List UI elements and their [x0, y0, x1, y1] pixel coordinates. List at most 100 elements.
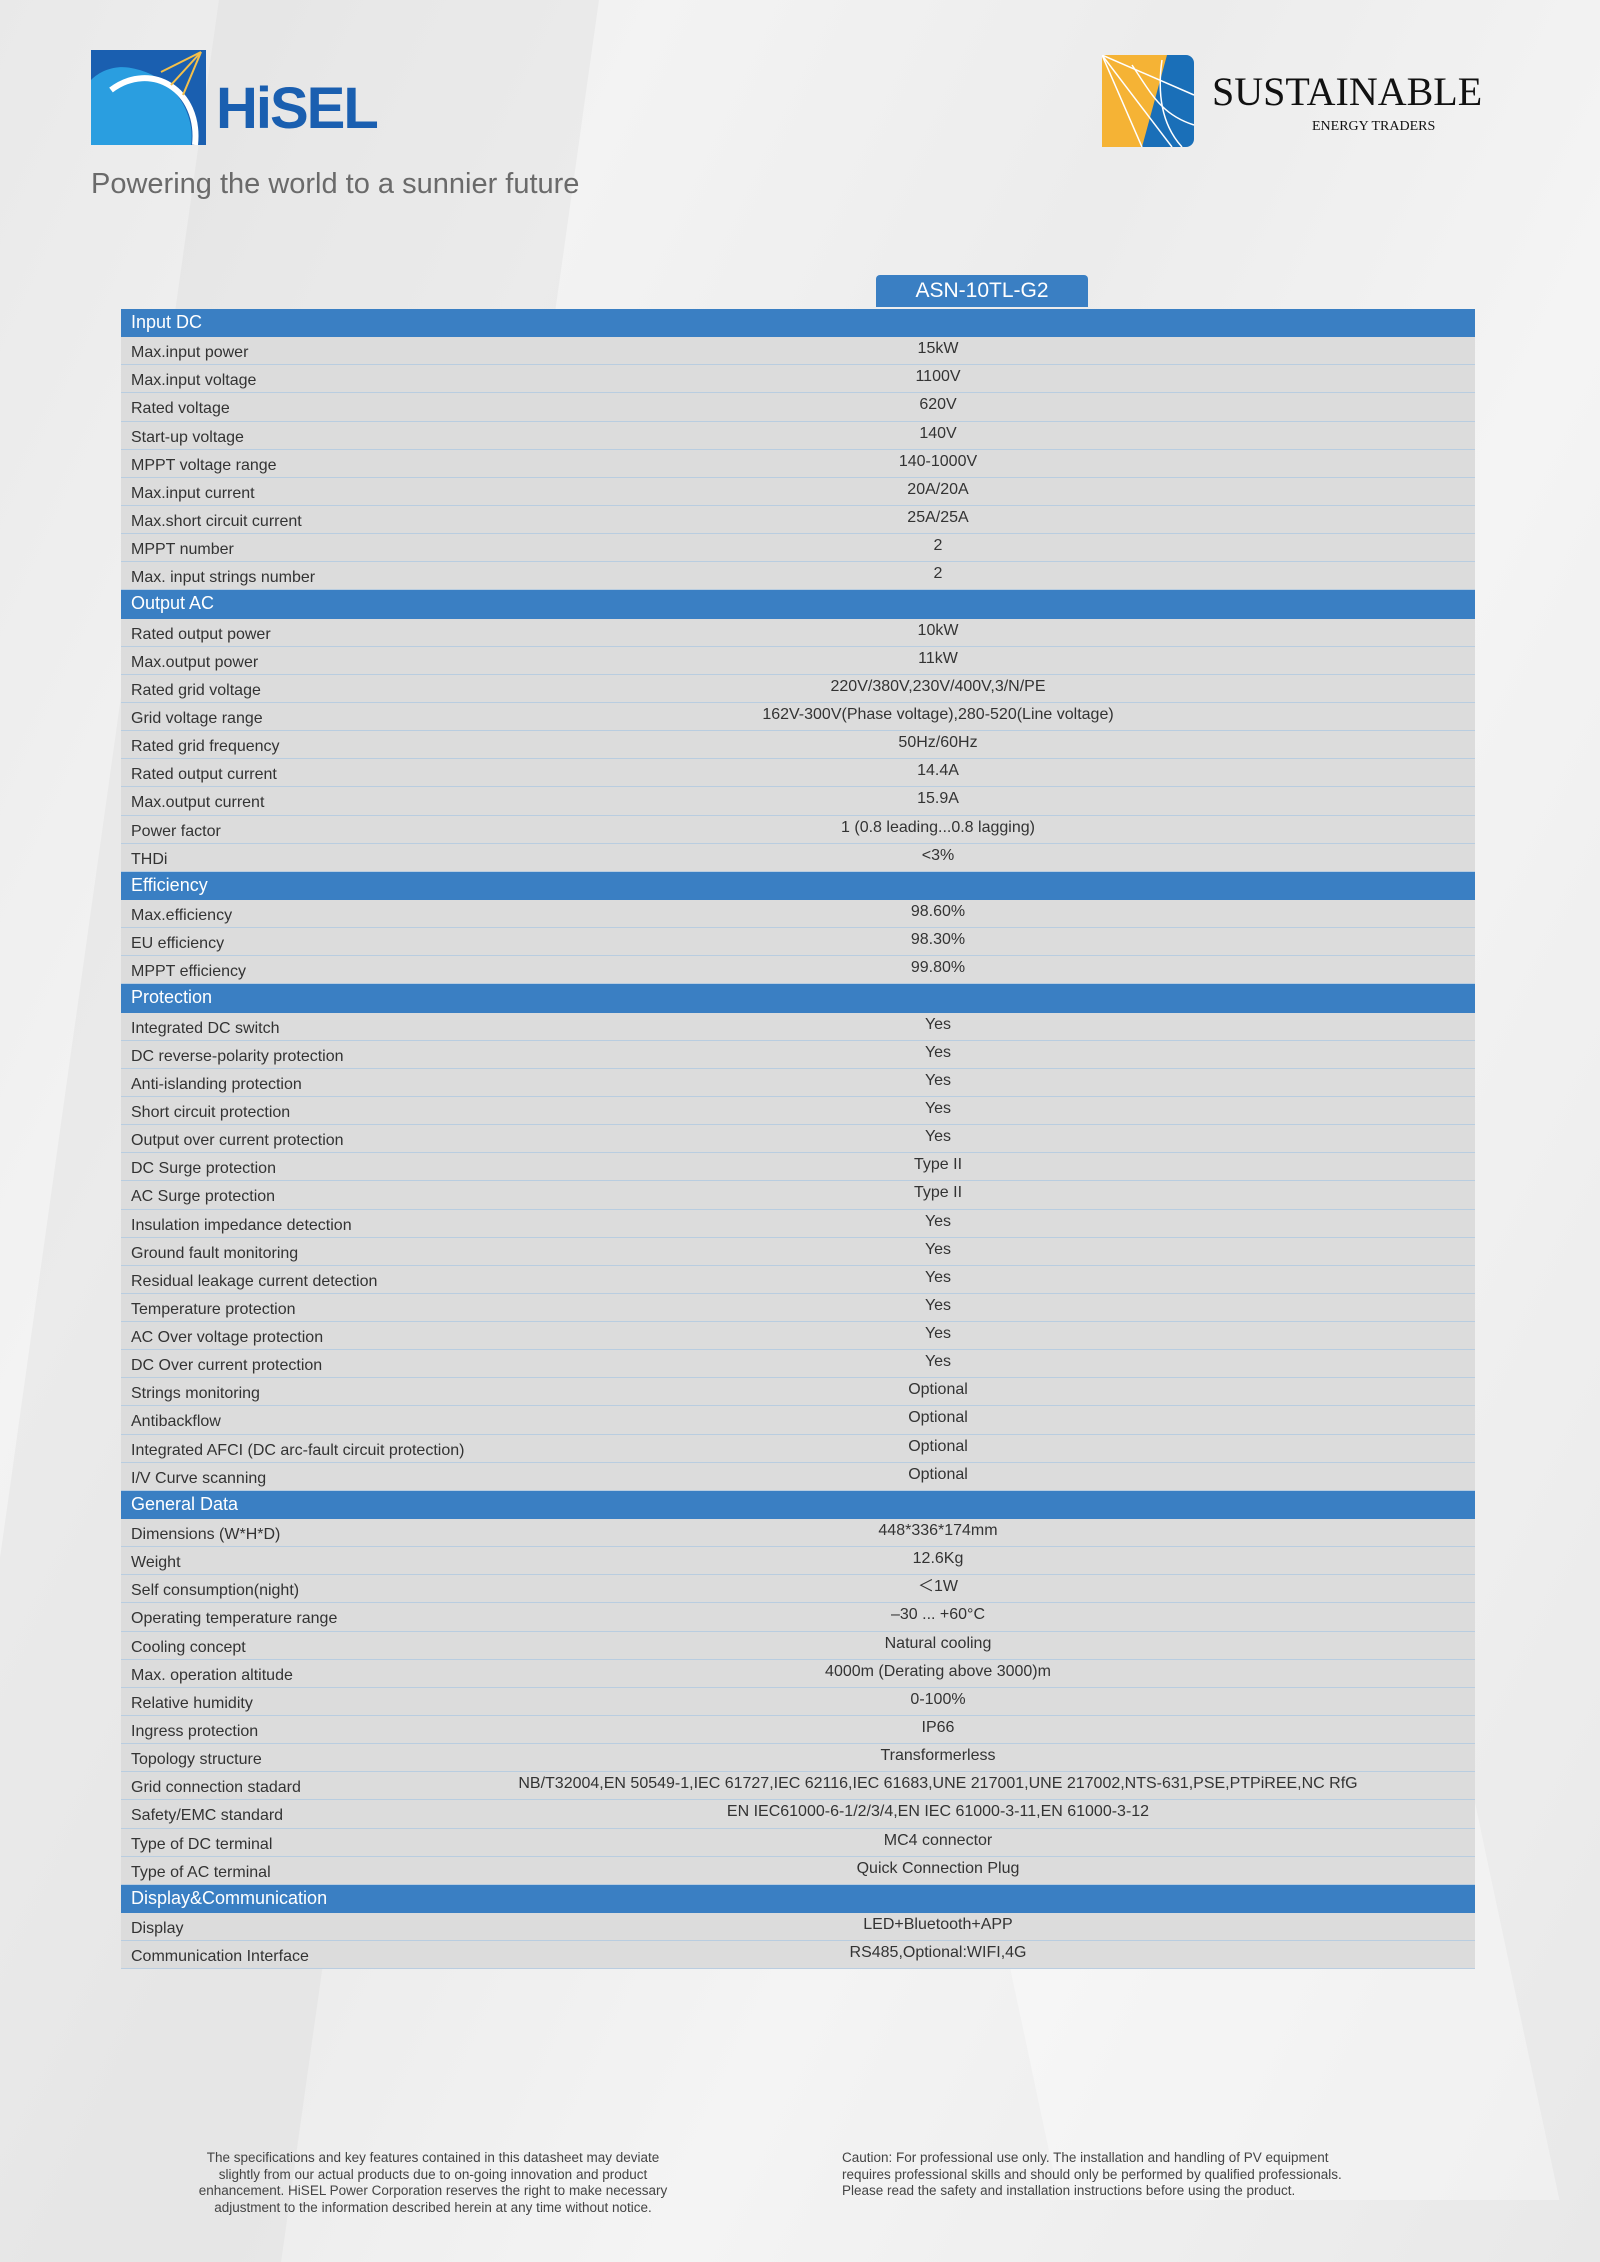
- caution-line: Caution: For professional use only. The …: [842, 2150, 1329, 2165]
- spec-label: Operating temperature range: [131, 1610, 338, 1628]
- spec-label: Integrated AFCI (DC arc-fault circuit pr…: [131, 1441, 465, 1459]
- disclaimer: The specifications and key features cont…: [163, 2150, 703, 2216]
- spec-label: Self consumption(night): [131, 1582, 300, 1600]
- section-header: Efficiency: [121, 871, 1475, 900]
- spec-row: Ingress protection IP66: [121, 1716, 1475, 1745]
- spec-row: AC Surge protection Type II: [121, 1181, 1475, 1210]
- spec-value: Optional: [908, 1465, 968, 1483]
- spec-label: Grid voltage range: [131, 709, 263, 727]
- spec-value: 140-1000V: [898, 452, 978, 470]
- spec-label: MPPT voltage range: [131, 456, 277, 474]
- spec-value: 11kW: [918, 649, 958, 667]
- spec-row: Rated grid frequency 50Hz/60Hz: [121, 731, 1475, 760]
- spec-row: Rated output current 14.4A: [121, 759, 1475, 788]
- spec-value: Yes: [924, 1296, 952, 1314]
- spec-value: 220V/380V,230V/400V,3/N/PE: [830, 677, 1046, 695]
- spec-row: Type of DC terminal MC4 connector: [121, 1828, 1475, 1857]
- spec-row: Output over current protection Yes: [121, 1125, 1475, 1154]
- spec-value: Yes: [924, 1212, 952, 1230]
- spec-value: Transformerless: [880, 1747, 996, 1765]
- spec-row: Power factor 1 (0.8 leading...0.8 lagging…: [121, 815, 1475, 844]
- spec-row: Rated grid voltage 220V/380V,230V/400V,3/…: [121, 674, 1475, 703]
- spec-value: 50Hz/60Hz: [898, 734, 978, 752]
- spec-row: Relative humidity 0-100%: [121, 1687, 1475, 1717]
- spec-value: IP66: [921, 1719, 955, 1737]
- spec-value: 2: [933, 537, 943, 555]
- spec-label: Rated grid voltage: [131, 681, 261, 699]
- spec-label: Type of DC terminal: [131, 1835, 273, 1853]
- spec-value: 15kW: [917, 340, 959, 358]
- spec-value: 98.60%: [910, 902, 966, 920]
- spec-label: Ingress protection: [131, 1723, 259, 1741]
- spec-row: Start-up voltage 140V: [121, 421, 1475, 450]
- spec-value: Yes: [924, 1128, 952, 1146]
- spec-value: Yes: [924, 1268, 952, 1286]
- spec-value: Yes: [924, 1325, 952, 1343]
- spec-value: Optional: [908, 1437, 968, 1455]
- spec-row: I/V Curve scanning Optional: [121, 1462, 1475, 1491]
- spec-value: 98.30%: [910, 931, 966, 949]
- spec-value: Yes: [924, 1240, 952, 1258]
- sustainable-energy-traders-logo: SUSTAINABLE ENERGY TRADERS: [1102, 55, 1482, 147]
- spec-value: 448*336*174mm: [878, 1522, 998, 1540]
- disclaimer-line: The specifications and key features cont…: [206, 2150, 660, 2165]
- svg-text:ENERGY TRADERS: ENERGY TRADERS: [1312, 119, 1435, 134]
- spec-row: Max.input power 15kW: [121, 337, 1475, 366]
- spec-label: Power factor: [131, 822, 221, 840]
- spec-value: EN IEC61000-6-1/2/3/4,EN IEC 61000-3-11,…: [726, 1803, 1150, 1821]
- spec-value: <3%: [921, 846, 955, 864]
- spec-row: Communication Interface RS485,Optional:WI…: [121, 1941, 1475, 1970]
- spec-label: Antibackflow: [131, 1413, 221, 1431]
- spec-label: Strings monitoring: [131, 1385, 260, 1403]
- spec-row: Integrated DC switch Yes: [121, 1012, 1475, 1041]
- spec-label: Max.input voltage: [131, 372, 257, 390]
- model-tab: ASN-10TL-G2: [876, 275, 1088, 307]
- spec-row: Max.output power 11kW: [121, 646, 1475, 675]
- tagline: Powering the world to a sunnier future: [91, 168, 580, 200]
- spec-row: Cooling concept Natural cooling: [121, 1631, 1475, 1660]
- section-header: Input DC: [121, 309, 1475, 338]
- spec-value: Yes: [924, 1099, 952, 1117]
- spec-value: 620V: [919, 396, 957, 414]
- spec-row: Temperature protection Yes: [121, 1293, 1475, 1323]
- spec-label: Output over current protection: [131, 1132, 344, 1150]
- spec-label: MPPT number: [131, 541, 234, 559]
- caution-line: requires professional skills and should …: [842, 2166, 1342, 2182]
- spec-value: Yes: [924, 1015, 952, 1033]
- spec-value: 1100V: [915, 368, 961, 386]
- spec-row: Max.short circuit current 25A/25A: [121, 505, 1475, 535]
- spec-label: Start-up voltage: [131, 428, 244, 446]
- spec-label: DC Surge protection: [131, 1160, 276, 1178]
- spec-label: Ground fault monitoring: [131, 1244, 299, 1262]
- spec-label: Residual leakage current detection: [131, 1272, 378, 1290]
- spec-row: DC reverse-polarity protection Yes: [121, 1040, 1475, 1069]
- spec-label: Max.short circuit current: [131, 512, 302, 530]
- spec-row: MPPT voltage range 140-1000V: [121, 449, 1475, 478]
- spec-row: MPPT efficiency 99.80%: [121, 956, 1475, 985]
- spec-row: Max.input voltage 1100V: [121, 365, 1475, 394]
- spec-label: Rated grid frequency: [131, 738, 280, 756]
- spec-value: 14.4A: [917, 762, 959, 780]
- spec-row: Type of AC terminal Quick Connection Plug: [121, 1856, 1475, 1885]
- disclaimer-line: adjustment to the information described …: [214, 2199, 652, 2215]
- spec-row: Safety/EMC standard EN IEC61000-6-1/2/3/4…: [121, 1800, 1475, 1829]
- spec-value: LED+Bluetooth+APP: [863, 1916, 1013, 1934]
- spec-label: Max.output power: [131, 653, 259, 671]
- spec-label: Weight: [131, 1554, 181, 1572]
- spec-row: Operating temperature range –30 ... +60°C: [121, 1603, 1475, 1632]
- spec-row: Insulation impedance detection Yes: [121, 1209, 1475, 1238]
- spec-value: 162V-300V(Phase voltage),280-520(Line vo…: [762, 705, 1114, 723]
- svg-text:SUSTAINABLE: SUSTAINABLE: [1212, 69, 1482, 114]
- spec-value: 12.6Kg: [912, 1550, 964, 1568]
- spec-row: DC Over current protection Yes: [121, 1350, 1475, 1379]
- spec-label: Safety/EMC standard: [131, 1807, 284, 1825]
- section-header: Output AC: [121, 590, 1475, 619]
- spec-label: Rated output current: [131, 766, 277, 784]
- spec-label: Temperature protection: [131, 1300, 296, 1318]
- spec-row: Max.input current 20A/20A: [121, 477, 1475, 506]
- spec-value: Type II: [913, 1156, 963, 1174]
- spec-label: Topology structure: [131, 1751, 262, 1769]
- spec-row: Ground fault monitoring Yes: [121, 1237, 1475, 1266]
- spec-label: Rated voltage: [131, 400, 230, 418]
- spec-row: MPPT number 2: [121, 534, 1475, 563]
